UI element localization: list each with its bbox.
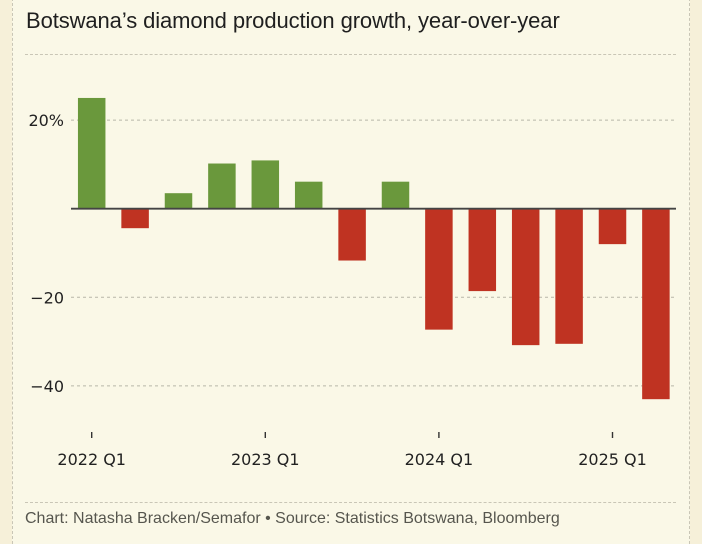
- bar-2025-q1: [598, 208, 627, 245]
- chart-title: Botswana’s diamond production growth, ye…: [26, 8, 560, 33]
- bar-2024-q3: [511, 208, 540, 346]
- bar-2022-q3: [164, 193, 193, 209]
- bar-2022-q4: [208, 163, 236, 209]
- bars: [77, 97, 670, 400]
- x-axis: 2022 Q1 2023 Q1 2024 Q1 2025 Q1: [57, 432, 647, 469]
- bar-2023-q2: [294, 181, 323, 209]
- bar-2022-q1: [77, 97, 106, 209]
- bar-2023-q3: [338, 208, 366, 261]
- bar-2024-q1: [425, 208, 453, 330]
- bar-2025-q2: [642, 208, 670, 400]
- x-tick-label: 2024 Q1: [405, 450, 474, 469]
- title-separator: [25, 54, 676, 55]
- bar-2024-q4: [555, 208, 583, 344]
- source-credit: Chart: Natasha Bracken/Semafor • Source:…: [25, 510, 560, 527]
- y-tick-label: −20: [30, 288, 64, 307]
- bar-2023-q4: [381, 181, 410, 209]
- x-tick-label: 2025 Q1: [578, 450, 647, 469]
- gridlines: [71, 119, 676, 387]
- y-axis-labels: 20% −20 −40: [28, 111, 64, 396]
- footer-separator: [25, 502, 676, 503]
- x-tick-label: 2023 Q1: [231, 450, 300, 469]
- y-tick-label: −40: [30, 377, 64, 396]
- bar-2023-q1: [251, 160, 280, 209]
- bar-2024-q2: [468, 208, 497, 292]
- y-tick-label: 20%: [28, 111, 64, 130]
- x-tick-label: 2022 Q1: [57, 450, 126, 469]
- bar-2022-q2: [121, 208, 149, 229]
